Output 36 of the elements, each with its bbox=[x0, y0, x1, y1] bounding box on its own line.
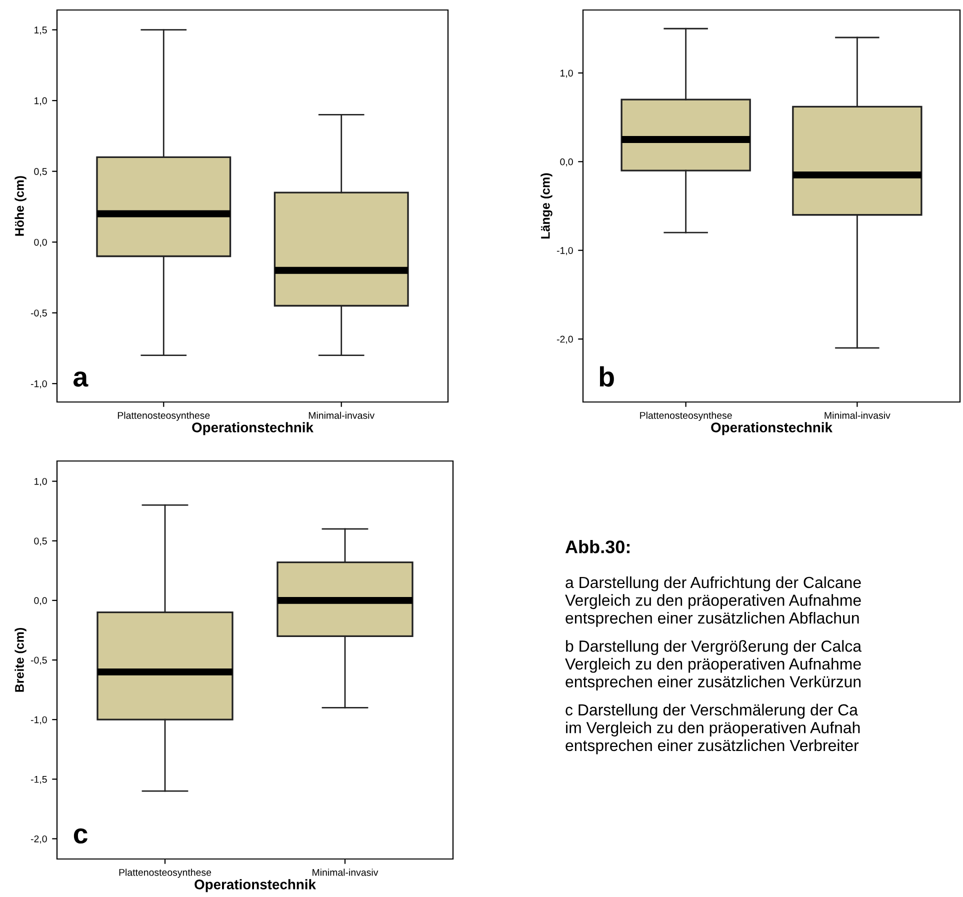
x-tick-label: Minimal-invasiv bbox=[312, 868, 378, 876]
y-tick-label: -1,5 bbox=[30, 776, 47, 784]
y-tick-label: -1,0 bbox=[30, 380, 47, 388]
y-tick-label: 0,0 bbox=[34, 238, 47, 247]
x-tick-label: Plattenosteosynthese bbox=[119, 868, 212, 878]
y-tick-label: 1,0 bbox=[34, 478, 47, 486]
y-tick-label: 0,5 bbox=[34, 168, 47, 176]
text: c Darstellung der Verschmälerung der Ca im Vergleich zu den präoperativen Aufnah entsprechen einer zusätzlichen Verbreiter bbox=[566, 704, 860, 754]
y-tick-label: -2,0 bbox=[30, 835, 47, 844]
y-axis-title: Höhe (cm) bbox=[14, 176, 26, 236]
text: Abb.30: bbox=[565, 540, 630, 554]
y-tick-label: 0,0 bbox=[34, 597, 47, 606]
y-tick-label: -0,5 bbox=[30, 656, 47, 665]
x-tick-label: Plattenosteosynthese bbox=[118, 412, 210, 421]
y-tick-label: -1,0 bbox=[30, 716, 47, 724]
x-tick-label: Minimal-invasiv bbox=[824, 412, 890, 419]
x-axis-title: Operationstechnik bbox=[192, 422, 314, 436]
x-axis-title: Operationstechnik bbox=[711, 422, 832, 436]
y-tick-label: 1,5 bbox=[34, 26, 47, 35]
x-axis-title: Operationstechnik bbox=[194, 879, 316, 892]
y-tick-label: 0,0 bbox=[560, 158, 573, 166]
text: b Darstellung der Vergrößerung der Calca Vergleich zu den präoperativen Aufnahme entsprechen einer zusätzlichen Verkürzun bbox=[565, 640, 862, 691]
annotation: b bbox=[600, 366, 614, 387]
x-tick-label: Minimal-invasiv bbox=[308, 412, 375, 419]
annotation: c bbox=[74, 828, 88, 844]
text: a Darstellung der Aufrichtung der Calcane Vergleich zu den präoperativen Aufnahme entsprechen einer zusätzlichen Abflachun bbox=[565, 576, 861, 627]
y-axis-title: Breite (cm) bbox=[14, 628, 26, 692]
y-tick-label: 1,0 bbox=[560, 70, 573, 78]
y-axis-title: Länge (cm) bbox=[540, 173, 552, 238]
y-tick-label: 1,0 bbox=[34, 97, 47, 106]
y-tick-label: -0,5 bbox=[30, 310, 47, 318]
annotation: a bbox=[73, 371, 88, 387]
y-tick-label: -2,0 bbox=[556, 336, 573, 344]
y-tick-label: -1,0 bbox=[556, 247, 573, 256]
y-tick-label: 0,5 bbox=[34, 538, 47, 546]
x-tick-label: Plattenosteosynthese bbox=[640, 412, 732, 421]
